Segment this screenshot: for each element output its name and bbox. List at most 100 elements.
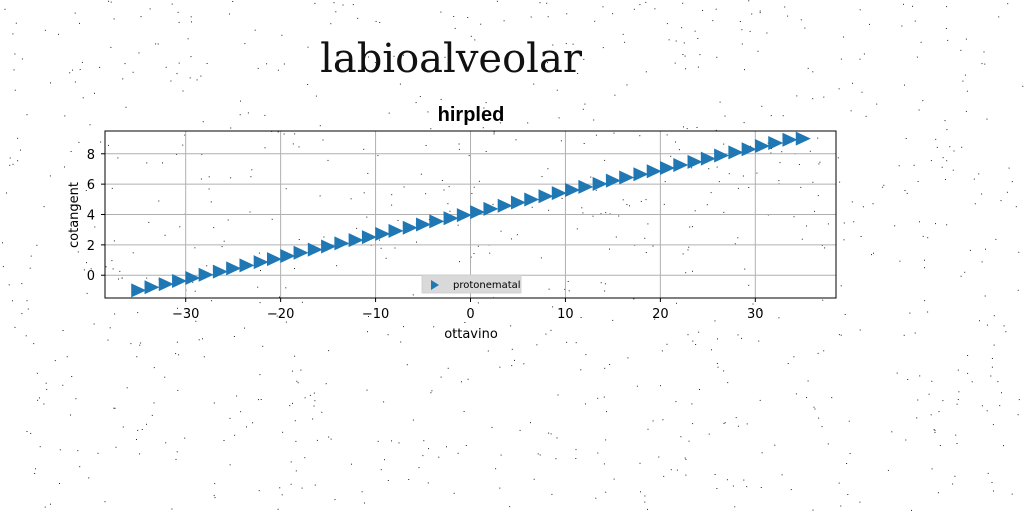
speckle-dot [644,495,646,497]
speckle-dot [313,392,315,394]
speckle-dot [260,399,262,400]
y-tick-label: 6 [87,178,95,193]
speckle-dot [682,54,684,55]
speckle-dot [622,33,624,35]
speckle-dot [357,17,359,19]
speckle-dot [425,145,427,146]
speckle-dot [812,509,814,511]
speckle-dot [467,378,469,380]
speckle-dot [246,426,247,428]
speckle-dot [737,334,739,336]
speckle-dot [425,193,427,195]
speckle-dot [64,166,65,168]
speckle-dot [684,55,686,57]
speckle-dot [849,453,851,454]
speckle-dot [398,442,400,444]
speckle-dot [702,10,703,11]
speckle-dot [262,345,264,347]
speckle-dot [94,92,95,94]
speckle-dot [941,166,943,168]
speckle-dot [1003,325,1005,327]
speckle-dot [1017,414,1019,416]
speckle-dot [423,440,425,442]
speckle-dot [377,155,379,157]
speckle-dot [234,434,236,436]
speckle-dot [748,187,750,188]
speckle-dot [575,458,577,459]
speckle-dot [304,457,306,459]
speckle-dot [960,275,962,277]
speckle-dot [817,352,819,354]
speckle-dot [575,342,577,344]
speckle-dot [812,71,814,73]
speckle-dot [548,288,550,290]
speckle-dot [901,25,903,27]
speckle-dot [239,114,241,116]
y-axis-label: cotangent [67,182,82,248]
speckle-dot [633,298,635,300]
speckle-dot [993,490,994,492]
scatter-point [524,192,540,207]
speckle-dot [244,43,246,45]
speckle-dot [281,494,283,496]
speckle-dot [891,431,893,433]
speckle-dot [626,204,628,205]
speckle-dot [964,74,966,76]
speckle-dot [294,420,296,422]
speckle-dot [177,307,178,309]
speckle-dot [899,260,901,262]
speckle-dot [749,30,751,32]
speckle-dot [447,367,449,369]
scatter-point [497,198,513,213]
speckle-dot [499,487,501,489]
speckle-dot [4,8,6,10]
speckle-dot [605,439,607,441]
speckle-dot [470,256,472,258]
speckle-dot [122,78,124,80]
speckle-dot [196,79,198,81]
speckle-dot [827,443,829,445]
scatter-point [660,161,676,176]
speckle-dot [708,168,710,170]
speckle-dot [380,469,382,471]
speckle-dot [645,71,647,73]
speckle-dot [319,195,321,197]
speckle-dot [676,302,677,304]
speckle-dot [647,508,648,510]
speckle-dot [264,114,266,116]
speckle-dot [798,164,800,165]
speckle-dot [1011,493,1013,495]
speckle-dot [137,429,139,431]
speckle-dot [838,334,840,336]
speckle-dot [279,296,280,298]
speckle-dot [859,501,861,503]
speckle-dot [991,358,993,359]
data-markers [131,131,811,298]
speckle-dot [447,203,449,205]
speckle-dot [960,49,962,51]
speckle-dot [812,181,814,183]
speckle-dot [744,69,745,71]
speckle-dot [818,417,820,419]
speckle-dot [165,66,167,68]
speckle-dot [290,483,292,485]
speckle-dot [157,43,159,45]
scatter-point [402,220,418,235]
speckle-dot [992,424,994,426]
speckle-dot [527,122,529,124]
speckle-dot [859,9,861,11]
speckle-dot [557,394,559,396]
speckle-dot [663,475,665,477]
speckle-dot [962,80,964,82]
speckle-dot [126,387,128,389]
speckle-dot [567,281,569,282]
speckle-dot [986,410,988,412]
speckle-dot [934,429,936,431]
speckle-dot [696,127,698,128]
speckle-dot [779,162,781,164]
speckle-dot [201,154,203,156]
speckle-dot [30,432,32,434]
speckle-dot [827,223,829,225]
speckle-dot [580,369,582,371]
speckle-dot [8,284,10,286]
